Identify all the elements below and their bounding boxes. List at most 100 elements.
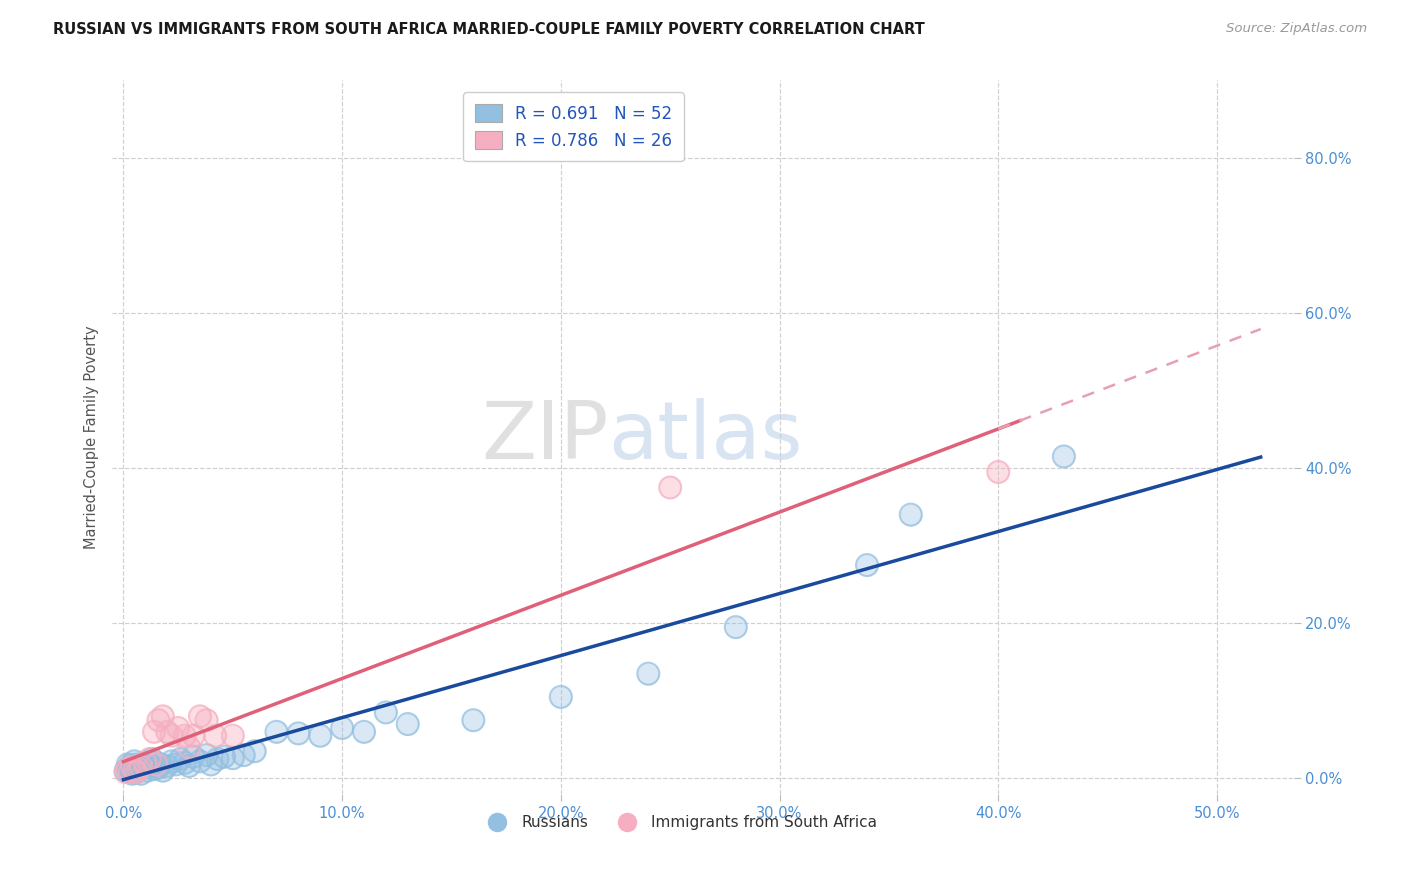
Point bbox=[148, 760, 170, 774]
Point bbox=[183, 749, 205, 764]
Point bbox=[128, 762, 150, 776]
Point bbox=[177, 759, 200, 773]
Point bbox=[152, 709, 174, 723]
Point bbox=[173, 729, 195, 743]
Point bbox=[222, 751, 245, 765]
Point bbox=[134, 756, 156, 770]
Point bbox=[183, 749, 205, 764]
Point bbox=[156, 759, 179, 773]
Point bbox=[856, 558, 879, 572]
Point bbox=[138, 752, 160, 766]
Point bbox=[222, 729, 245, 743]
Point bbox=[145, 756, 167, 770]
Point bbox=[117, 762, 139, 776]
Point bbox=[188, 754, 211, 768]
Point bbox=[148, 760, 170, 774]
Point bbox=[114, 764, 136, 778]
Text: Source: ZipAtlas.com: Source: ZipAtlas.com bbox=[1226, 22, 1367, 36]
Point bbox=[118, 759, 141, 773]
Point bbox=[232, 748, 254, 763]
Point bbox=[207, 752, 229, 766]
Point bbox=[136, 764, 159, 778]
Point bbox=[169, 752, 191, 766]
Point bbox=[160, 754, 183, 768]
Point bbox=[141, 752, 163, 766]
Point bbox=[156, 724, 179, 739]
Point bbox=[132, 759, 155, 773]
Point bbox=[900, 508, 922, 522]
Point bbox=[121, 766, 143, 780]
Point bbox=[188, 754, 211, 768]
Point bbox=[374, 706, 396, 720]
Point bbox=[637, 666, 659, 681]
Point bbox=[309, 729, 332, 743]
Point bbox=[138, 752, 160, 766]
Point bbox=[188, 709, 211, 723]
Point bbox=[128, 762, 150, 776]
Point bbox=[160, 729, 183, 743]
Point bbox=[134, 756, 156, 770]
Point bbox=[128, 762, 150, 776]
Point bbox=[124, 764, 146, 778]
Point bbox=[173, 729, 195, 743]
Point bbox=[132, 759, 155, 773]
Point bbox=[128, 762, 150, 776]
Point bbox=[152, 764, 174, 778]
Point bbox=[114, 765, 136, 780]
Point bbox=[124, 764, 146, 778]
Point bbox=[117, 762, 139, 776]
Point bbox=[118, 765, 141, 780]
Point bbox=[396, 717, 419, 731]
Point bbox=[149, 757, 172, 772]
Point bbox=[167, 721, 190, 735]
Point bbox=[118, 765, 141, 780]
Point bbox=[287, 726, 309, 740]
Point bbox=[232, 748, 254, 763]
Point bbox=[121, 760, 143, 774]
Point bbox=[353, 724, 375, 739]
Text: RUSSIAN VS IMMIGRANTS FROM SOUTH AFRICA MARRIED-COUPLE FAMILY POVERTY CORRELATIO: RUSSIAN VS IMMIGRANTS FROM SOUTH AFRICA … bbox=[53, 22, 925, 37]
Point bbox=[145, 757, 167, 772]
Point bbox=[145, 757, 167, 772]
Point bbox=[148, 713, 170, 727]
Point bbox=[1053, 450, 1076, 464]
Point bbox=[138, 759, 160, 773]
Point bbox=[143, 724, 166, 739]
Point bbox=[204, 729, 226, 743]
Point bbox=[117, 757, 139, 772]
Point bbox=[659, 481, 682, 495]
Point bbox=[134, 756, 156, 770]
Point bbox=[125, 765, 148, 780]
Point bbox=[145, 756, 167, 770]
Point bbox=[266, 724, 288, 739]
Point bbox=[169, 752, 191, 766]
Point bbox=[149, 757, 172, 772]
Point bbox=[212, 749, 235, 764]
Point bbox=[724, 620, 747, 634]
Point bbox=[207, 752, 229, 766]
Point bbox=[165, 757, 187, 772]
Point bbox=[121, 760, 143, 774]
Point bbox=[396, 717, 419, 731]
Point bbox=[165, 757, 187, 772]
Point bbox=[118, 759, 141, 773]
Point bbox=[129, 766, 152, 780]
Point bbox=[143, 762, 166, 776]
Point bbox=[143, 724, 166, 739]
Point bbox=[550, 690, 572, 704]
Point bbox=[118, 765, 141, 780]
Point bbox=[125, 765, 148, 780]
Point bbox=[637, 666, 659, 681]
Point bbox=[195, 713, 218, 727]
Point bbox=[152, 764, 174, 778]
Point bbox=[987, 465, 1010, 479]
Point bbox=[160, 754, 183, 768]
Point bbox=[188, 709, 211, 723]
Point bbox=[177, 740, 200, 755]
Point bbox=[124, 754, 146, 768]
Point bbox=[129, 760, 152, 774]
Legend: Russians, Immigrants from South Africa: Russians, Immigrants from South Africa bbox=[475, 809, 883, 836]
Point bbox=[124, 760, 146, 774]
Point bbox=[160, 729, 183, 743]
Point bbox=[148, 713, 170, 727]
